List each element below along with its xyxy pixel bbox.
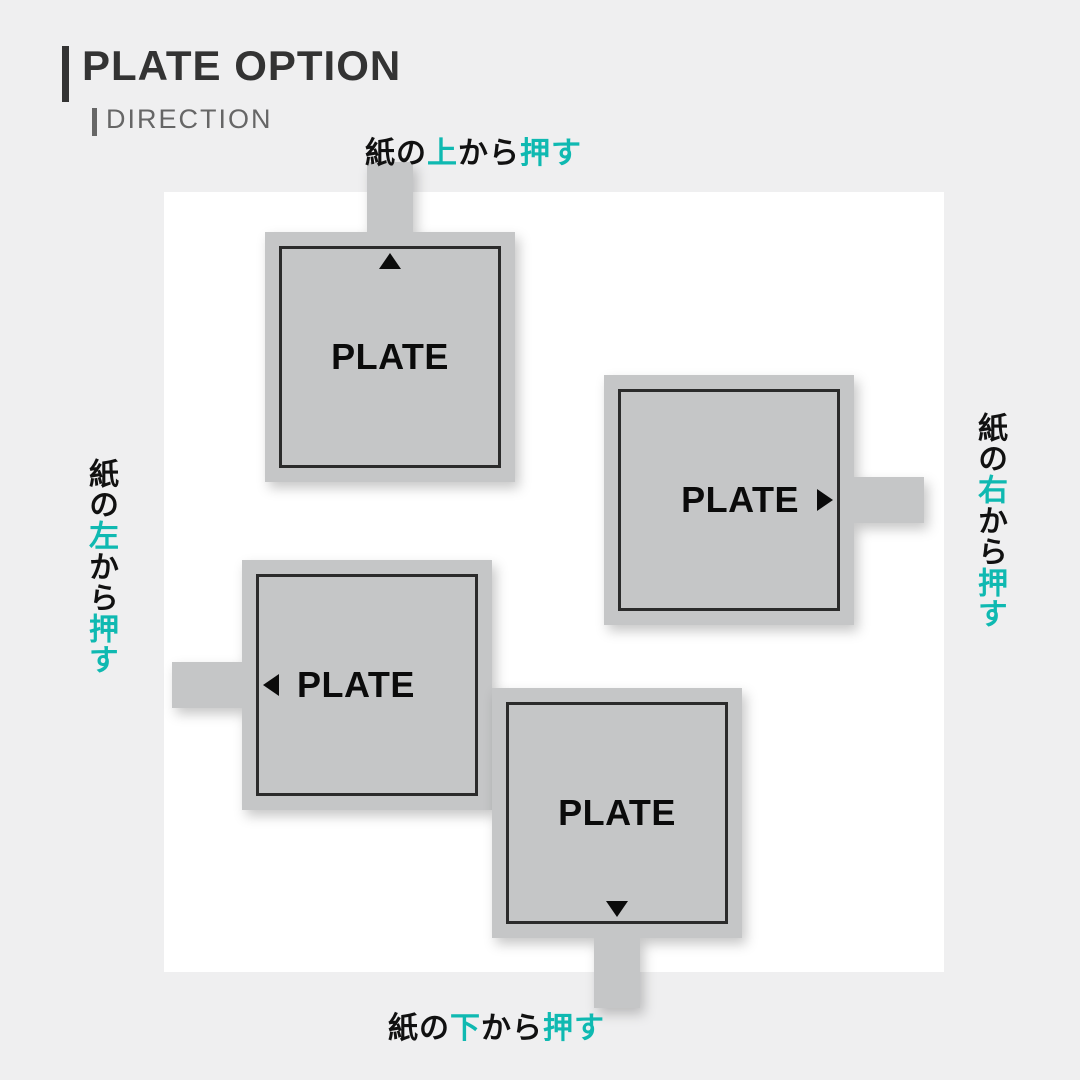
caption-bottom: 紙の下から押す (388, 1003, 605, 1047)
plate-label: PLATE (558, 792, 676, 834)
plate-down: PLATE (492, 688, 742, 1008)
plate-tab (367, 162, 413, 232)
caption-right: 紙の右から押す (967, 412, 1011, 629)
arrow-down-icon (606, 901, 628, 917)
plate-tab (594, 938, 640, 1008)
page-subtitle: DIRECTION (106, 104, 273, 135)
arrow-left-icon (263, 674, 279, 696)
plate-tab (172, 662, 242, 708)
plate-right: PLATE (604, 375, 924, 625)
subheading-accent-bar (92, 108, 97, 136)
plate-up: PLATE (265, 162, 515, 482)
heading-accent-bar (62, 46, 69, 102)
plate-label: PLATE (331, 336, 449, 378)
arrow-up-icon (379, 253, 401, 269)
plate-label: PLATE (297, 664, 415, 706)
plate-tab (854, 477, 924, 523)
caption-top: 紙の上から押す (365, 128, 582, 172)
plate-label: PLATE (681, 479, 799, 521)
page-title: PLATE OPTION (82, 42, 401, 90)
arrow-right-icon (817, 489, 833, 511)
caption-left: 紙の左から押す (78, 458, 122, 675)
plate-left: PLATE (172, 560, 492, 810)
